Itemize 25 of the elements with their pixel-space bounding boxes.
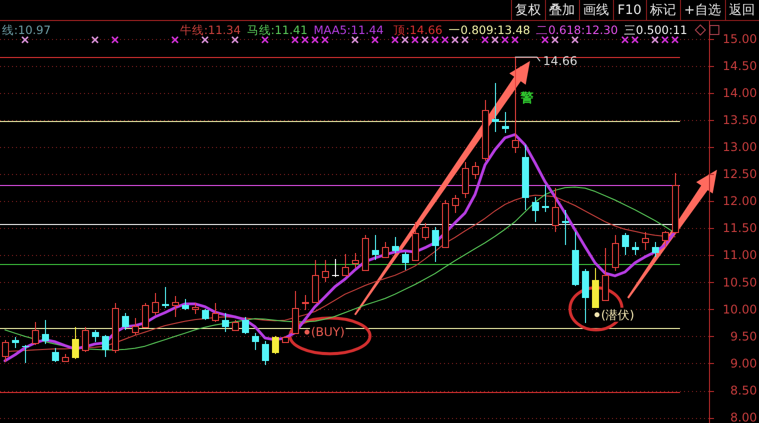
- y-tick-label: 14.00: [722, 86, 757, 100]
- y-tick-label: 9.00: [730, 356, 757, 370]
- ref-line-label: 顶:14.66: [394, 23, 442, 37]
- y-tick-label: 13.00: [722, 140, 757, 154]
- annotation: (BUY): [311, 325, 345, 340]
- legend: 牛线:11.34 马线:11.41 MAA5:11.44: [180, 23, 384, 37]
- annotation: 警: [520, 91, 534, 106]
- y-tick-label: 12.00: [722, 194, 757, 208]
- y-tick-label: 11.50: [722, 221, 757, 236]
- y-tick-label: 15.00: [722, 32, 757, 46]
- y-tick-label: 10.00: [722, 302, 757, 316]
- annotation: (潜伏): [601, 308, 634, 322]
- y-tick-label: 14.50: [722, 58, 757, 73]
- ref-line-label: 二0.618:12.30: [536, 23, 618, 37]
- y-tick-label: 13.50: [722, 112, 757, 127]
- y-tick-label: 8.50: [730, 384, 757, 398]
- annotation: 线:10.97: [2, 23, 51, 37]
- annotation: 三0.500:11: [624, 23, 688, 37]
- y-tick-label: 11.00: [722, 248, 757, 262]
- y-tick-label: 8.00: [730, 410, 757, 423]
- y-tick-label: 10.50: [722, 275, 757, 290]
- y-tick-label: 12.50: [722, 167, 757, 182]
- ref-line-label: 一0.809:13.48: [448, 23, 530, 37]
- y-tick-label: 9.50: [730, 329, 757, 344]
- annotation: 14.66: [543, 54, 578, 68]
